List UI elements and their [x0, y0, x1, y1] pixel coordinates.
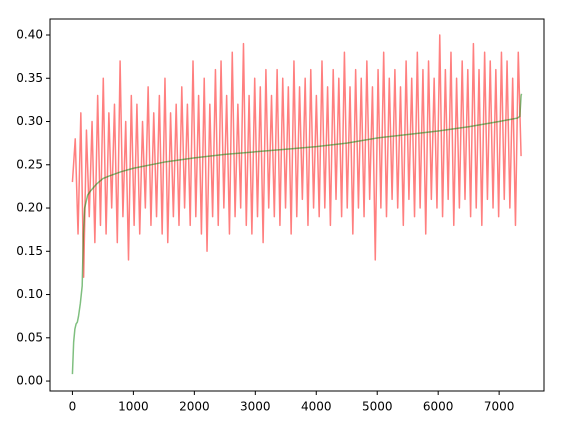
y-tick-label: 0.00 — [16, 374, 43, 388]
x-tick-label: 1000 — [118, 400, 149, 414]
x-tick-label: 2000 — [179, 400, 210, 414]
axes-frame — [49, 18, 545, 392]
x-tick-label: 5000 — [362, 400, 393, 414]
y-tick-label: 0.05 — [16, 330, 43, 344]
y-tick-label: 0.15 — [16, 244, 43, 258]
x-tick-label: 3000 — [240, 400, 271, 414]
y-tick-label: 0.30 — [16, 114, 43, 128]
x-tick-label: 7000 — [484, 400, 515, 414]
plot-area — [71, 34, 523, 375]
x-tick-label: 4000 — [301, 400, 332, 414]
x-tick-label: 6000 — [423, 400, 454, 414]
y-tick-label: 0.20 — [16, 201, 43, 215]
series-line — [71, 93, 523, 375]
y-tick-label: 0.40 — [16, 28, 43, 42]
x-tick-label: 0 — [69, 400, 77, 414]
y-tick-label: 0.10 — [16, 287, 43, 301]
y-tick-label: 0.35 — [16, 71, 43, 85]
y-tick-label: 0.25 — [16, 157, 43, 171]
series-line — [71, 34, 522, 278]
